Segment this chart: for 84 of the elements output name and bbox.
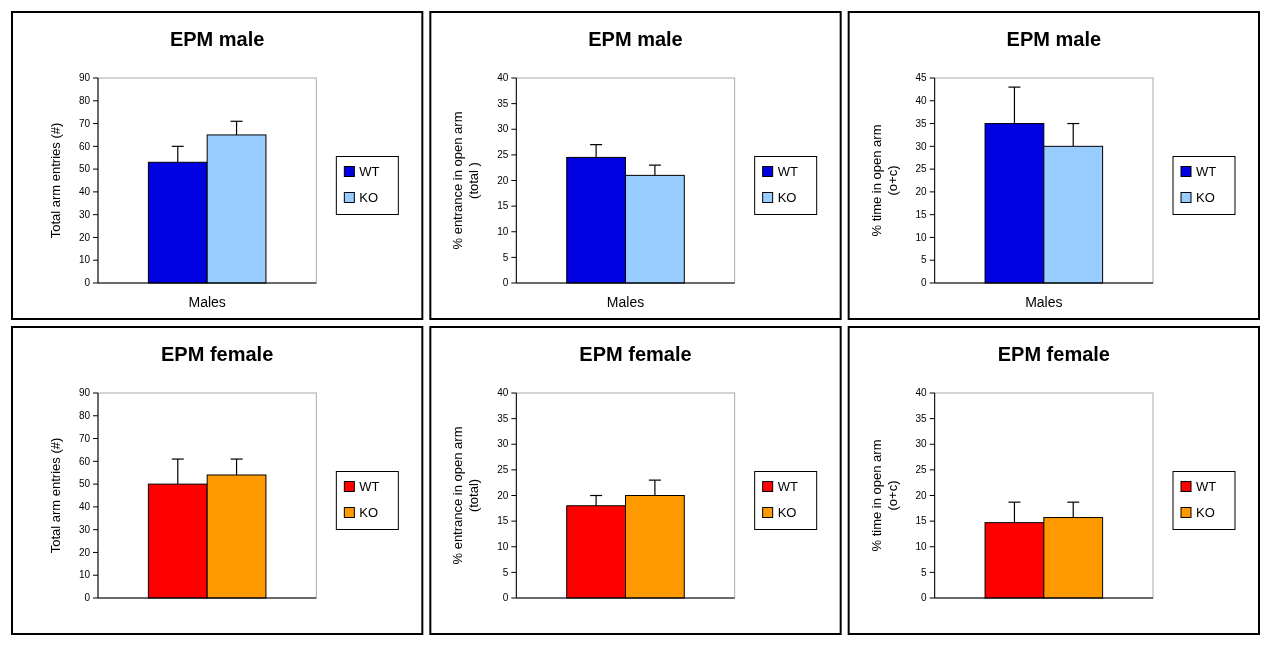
y-tick-label: 40 (78, 501, 91, 513)
y-tick-label: 10 (497, 225, 509, 237)
y-tick-label: 40 (497, 387, 509, 399)
chart-title: EPM male (169, 28, 265, 50)
legend-label: KO (359, 504, 379, 520)
y-tick-label: 50 (78, 163, 91, 175)
y-tick-label: 10 (497, 540, 509, 552)
y-tick-label: 30 (78, 523, 91, 535)
y-axis-title: Total arm entries (#) (48, 437, 63, 554)
legend-label: KO (1196, 189, 1215, 205)
y-tick-label: 15 (915, 208, 928, 220)
legend-label: WT (359, 478, 380, 494)
y-tick-label: 80 (78, 409, 91, 421)
y-tick-label: 35 (497, 412, 509, 424)
legend-label: WT (359, 163, 380, 179)
y-tick-label: 0 (84, 277, 91, 289)
y-tick-label: 25 (915, 464, 928, 476)
legend-label: WT (777, 163, 798, 179)
y-tick-label: 40 (915, 387, 928, 399)
y-tick-label: 35 (915, 117, 928, 129)
y-tick-label: 10 (915, 540, 928, 552)
y-tick-label: 10 (78, 254, 91, 266)
y-tick-label: 25 (915, 163, 928, 175)
legend-label: KO (1196, 504, 1215, 520)
x-tick-label: Males (1025, 294, 1063, 310)
y-tick-label: 25 (497, 464, 509, 476)
y-tick-label: 40 (497, 72, 509, 84)
y-tick-label: 20 (497, 489, 509, 501)
y-tick-label: 0 (502, 277, 509, 289)
y-tick-label: 20 (78, 546, 91, 558)
y-tick-label: 30 (915, 438, 928, 450)
legend-label: WT (1196, 478, 1217, 494)
y-axis-title: % time in open arm (o+c) (868, 124, 900, 237)
y-tick-label: 0 (921, 277, 928, 289)
y-tick-label: 10 (915, 231, 928, 243)
legend-label: WT (1196, 163, 1217, 179)
y-tick-label: 0 (921, 592, 928, 604)
y-tick-label: 20 (915, 186, 928, 198)
y-tick-label: 80 (78, 94, 91, 106)
y-tick-label: 5 (921, 566, 928, 578)
y-tick-label: 40 (78, 186, 91, 198)
y-tick-label: 5 (921, 254, 928, 266)
y-tick-label: 20 (915, 489, 928, 501)
y-tick-label: 0 (502, 592, 509, 604)
y-axis-title: % entrance in open arm (total ) (450, 111, 482, 250)
y-tick-label: 40 (915, 94, 928, 106)
y-tick-label: 20 (497, 174, 509, 186)
chart-title: EPM female (161, 343, 274, 365)
y-tick-label: 30 (497, 438, 509, 450)
legend-label: KO (777, 189, 797, 205)
y-tick-label: 25 (497, 149, 509, 161)
y-tick-label: 70 (78, 117, 91, 129)
chart-title: EPM female (579, 343, 692, 365)
y-tick-label: 90 (78, 387, 91, 399)
y-tick-label: 50 (78, 478, 91, 490)
y-tick-label: 5 (502, 251, 509, 263)
y-tick-label: 30 (78, 208, 91, 220)
y-tick-label: 35 (497, 97, 509, 109)
y-tick-label: 20 (78, 231, 91, 243)
y-tick-label: 60 (78, 140, 91, 152)
chart-title: EPM male (1006, 28, 1102, 50)
chart-title: EPM male (588, 28, 683, 50)
y-tick-label: 60 (78, 455, 91, 467)
x-tick-label: Males (188, 294, 226, 310)
legend-label: KO (777, 504, 797, 520)
y-tick-label: 15 (497, 515, 509, 527)
y-tick-label: 30 (915, 140, 928, 152)
y-tick-label: 15 (915, 515, 928, 527)
y-tick-label: 90 (78, 72, 91, 84)
legend-label: KO (359, 189, 379, 205)
y-tick-label: 45 (915, 72, 928, 84)
y-tick-label: 10 (78, 569, 91, 581)
y-tick-label: 5 (502, 566, 509, 578)
y-axis-title: % entrance in open arm (total) (450, 426, 482, 565)
y-tick-label: 70 (78, 432, 91, 444)
y-axis-title: Total arm entries (#) (48, 122, 63, 239)
y-axis-title: % time in open arm (o+c) (868, 439, 900, 552)
y-tick-label: 30 (497, 123, 509, 135)
x-tick-label: Males (606, 294, 645, 310)
y-tick-label: 35 (915, 412, 928, 424)
y-tick-label: 0 (84, 592, 91, 604)
legend-label: WT (777, 478, 798, 494)
chart-title: EPM female (997, 343, 1110, 365)
y-tick-label: 15 (497, 200, 509, 212)
